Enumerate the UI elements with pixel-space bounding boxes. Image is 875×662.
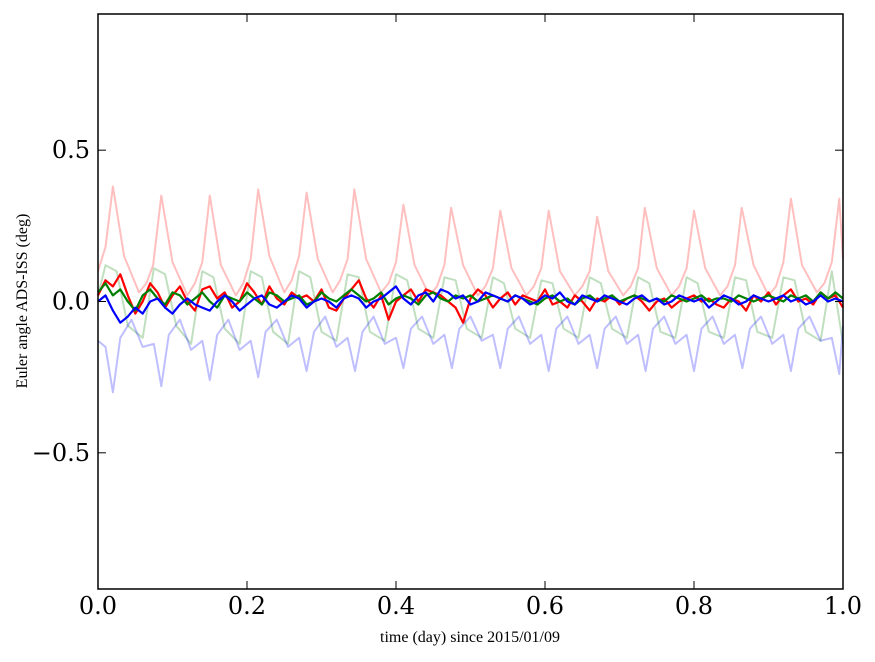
x-axis-label: time (day) since 2015/01/09 bbox=[380, 629, 560, 646]
series-line-4 bbox=[97, 273, 844, 324]
series-line-1 bbox=[97, 185, 844, 297]
y-tick-label: 0.5 bbox=[52, 136, 90, 164]
x-tick-label: 0.0 bbox=[79, 592, 117, 620]
series-line-6 bbox=[97, 285, 844, 324]
series-layer bbox=[97, 185, 844, 394]
x-tick-label: 1.0 bbox=[824, 592, 862, 620]
y-tick-label: −0.5 bbox=[32, 439, 90, 467]
series-line-3 bbox=[97, 315, 844, 394]
x-tick-label: 0.8 bbox=[675, 592, 713, 620]
x-tick-label: 0.6 bbox=[526, 592, 564, 620]
x-tick-label: 0.4 bbox=[377, 592, 415, 620]
y-tick-label: 0.0 bbox=[52, 288, 90, 316]
tick-layer: 0.0 0.2 0.4 0.6 0.8 1.0 −0.5 0.0 0.5 bbox=[32, 14, 862, 620]
series-line-2 bbox=[97, 264, 844, 345]
x-tick-label: 0.2 bbox=[228, 592, 266, 620]
y-axis-label: Euler angle ADS-ISS (deg) bbox=[14, 214, 31, 389]
